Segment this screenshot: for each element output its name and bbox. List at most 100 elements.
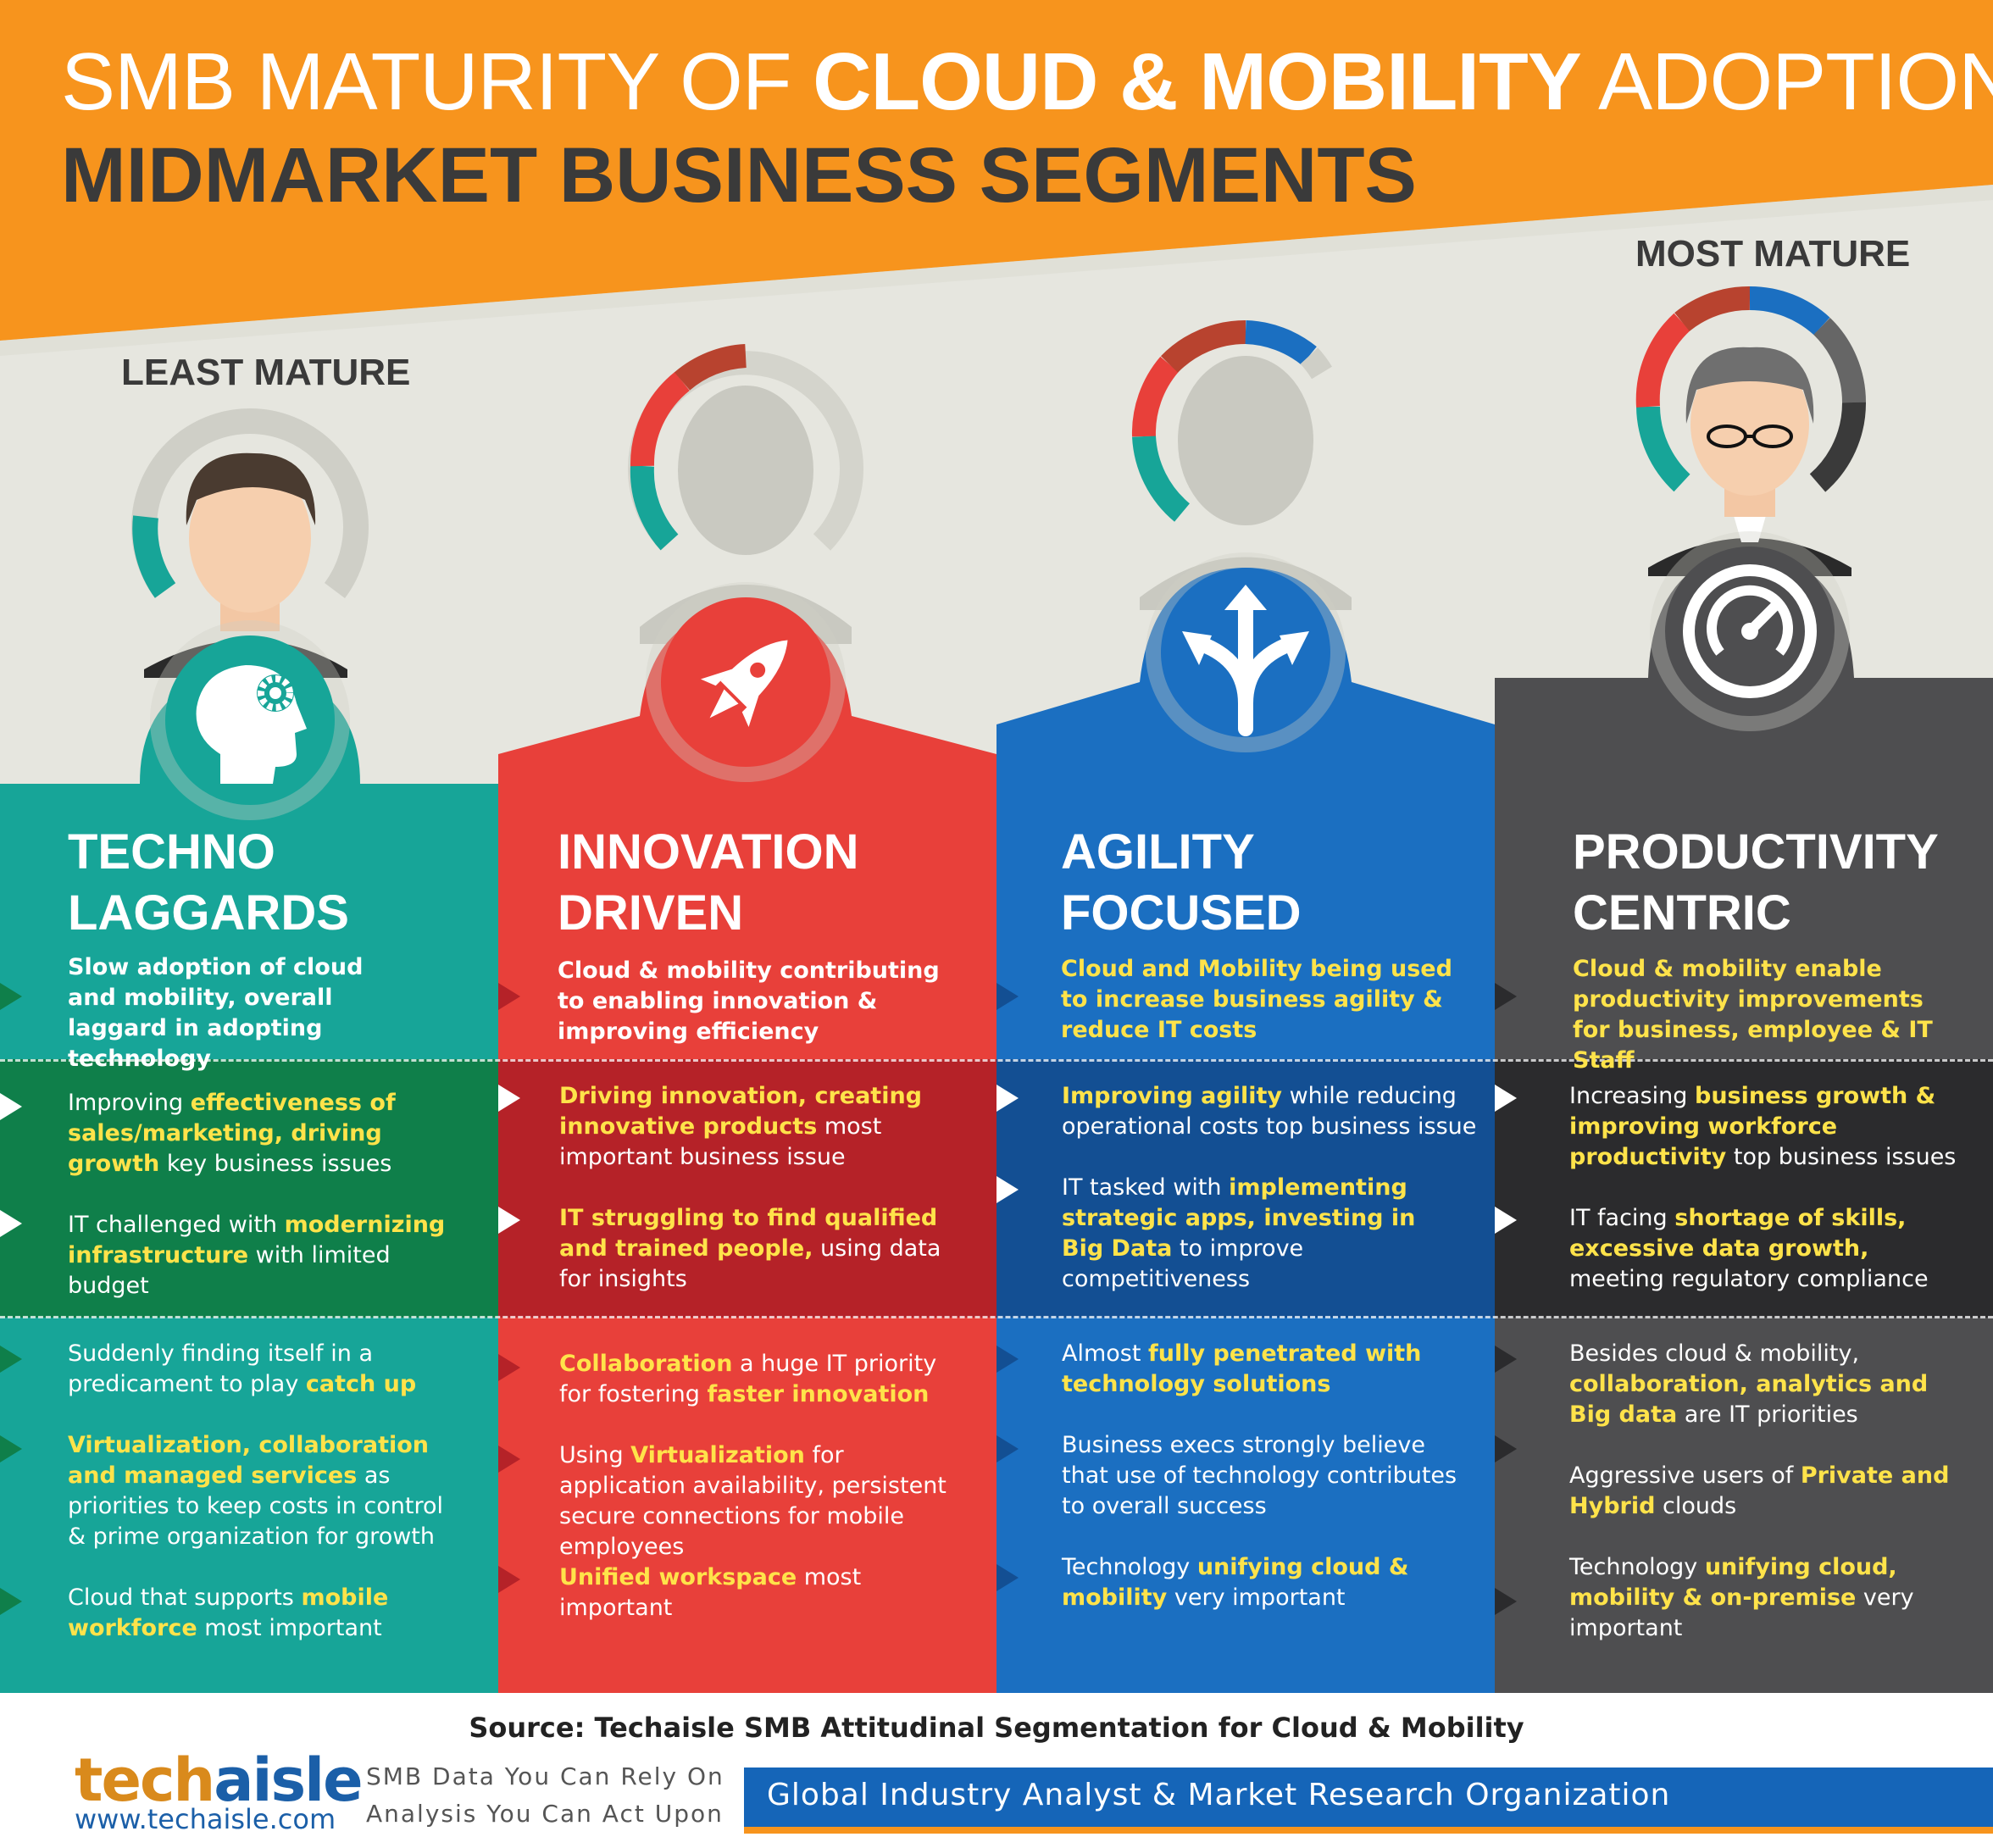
split-arrows-icon [1194, 590, 1297, 736]
text: most important [559, 1564, 862, 1621]
highlight: unifying cloud & mobility [1062, 1554, 1409, 1611]
segment-title-agility-focused: AGILITY FOCUSED [1061, 822, 1302, 944]
highlight: Virtualization [630, 1442, 805, 1468]
segment-title-line1: AGILITY [1061, 824, 1255, 880]
tagline-line1: SMB Data You Can Rely On [366, 1762, 724, 1790]
header-banner [0, 0, 1993, 356]
tagline-line2: Analysis You Can Act Upon [366, 1800, 724, 1828]
highlight: unifying cloud, mobility & on-premise [1569, 1554, 1897, 1611]
text: Increasing [1569, 1083, 1695, 1109]
text: meeting regulatory compliance [1569, 1266, 1929, 1292]
highlight: Improving agility [1062, 1083, 1282, 1109]
bullet-arrow [1495, 983, 1517, 1010]
highlight: Private and Hybrid [1569, 1462, 1950, 1519]
text: IT facing [1569, 1205, 1675, 1231]
text: Technology [1062, 1554, 1197, 1580]
bullet-arrow [996, 983, 1019, 1010]
bullet-arrow [0, 1588, 22, 1615]
text: key business issues [159, 1151, 392, 1177]
segment-description: Cloud & mobility contributing to enablin… [558, 957, 940, 1045]
text: Improving [68, 1090, 191, 1116]
highlight: IT struggling to find qualified and trai… [559, 1205, 938, 1262]
gauge-fill-4-red [1635, 313, 1690, 408]
text: Technology [1569, 1554, 1705, 1580]
bullet-arrow [498, 1207, 520, 1234]
bullet-arrow [498, 1566, 520, 1593]
segment-title-line2: FOCUSED [1061, 885, 1302, 941]
source-citation: Source: Techaisle SMB Attitudinal Segmen… [469, 1712, 1524, 1744]
priority-item: Cloud that supports mobile workforce mos… [68, 1583, 432, 1644]
bullet-arrow [996, 1346, 1019, 1373]
bullet-arrow [0, 1210, 22, 1237]
business-issue: Driving innovation, creating innovative … [559, 1081, 974, 1173]
highlight: effectiveness of sales/marketing, drivin… [68, 1090, 396, 1177]
priority-item: Technology unifying cloud & mobility ver… [1062, 1552, 1452, 1613]
priority-item: Almost fully penetrated with technology … [1062, 1339, 1452, 1400]
highlight: Collaboration [559, 1351, 733, 1377]
title-suffix: ADOPTION [1598, 36, 1993, 127]
priority-item: Technology unifying cloud, mobility & on… [1569, 1552, 1942, 1644]
business-issue: Increasing business growth & improving w… [1569, 1081, 1968, 1173]
highlight: collaboration, analytics and Big data [1569, 1371, 1929, 1428]
gauge-fill-3-blue [1245, 320, 1317, 366]
logo-part-tech: tech [75, 1745, 215, 1815]
persona-techno-laggard [131, 408, 369, 678]
text: for application availability, persistent… [559, 1442, 947, 1560]
bullet-arrow [1495, 1435, 1517, 1462]
business-issue: IT struggling to find qualified and trai… [559, 1203, 958, 1295]
highlight: mobile workforce [68, 1584, 389, 1641]
text: most important business issue [559, 1113, 882, 1170]
segment-title-line1: PRODUCTIVITY [1573, 824, 1939, 880]
gauge-fill-1 [132, 515, 176, 598]
segment-title-productivity-centric: PRODUCTIVITY CENTRIC [1573, 822, 1939, 944]
highlight: shortage of skills, excessive data growt… [1569, 1205, 1907, 1262]
priority-item: Virtualization, collaboration and manage… [68, 1430, 458, 1552]
segment-title-innovation-driven: INNOVATION DRIVEN [558, 822, 859, 944]
most-mature-label: MOST MATURE [1635, 233, 1911, 275]
bullet-arrow [498, 1354, 520, 1381]
bullet-arrow [996, 1564, 1019, 1591]
techaisle-logo[interactable]: techaisle [75, 1745, 364, 1815]
segment-title-techno-laggards: TECHNO LAGGARDS [68, 822, 349, 944]
highlight: Unified workspace [559, 1564, 797, 1590]
text: Almost [1062, 1340, 1149, 1367]
segment-columns [0, 547, 1993, 1693]
least-mature-label: LEAST MATURE [121, 352, 411, 393]
text: Business execs strongly believe that use… [1062, 1432, 1457, 1519]
text: using data for insights [559, 1235, 941, 1292]
text: while reducing operational costs top bus… [1062, 1083, 1477, 1140]
divider-lower [0, 1316, 1993, 1318]
priority-item: Besides cloud & mobility, collaboration,… [1569, 1339, 1942, 1430]
bullet-arrow [498, 1085, 520, 1112]
gauge-fill-4-dark [1809, 402, 1867, 492]
title-prefix: SMB MATURITY OF [61, 36, 791, 127]
bullet-arrow [0, 1435, 22, 1462]
priority-item: Suddenly finding itself in a predicament… [68, 1339, 424, 1400]
business-issue: IT tasked with implementing strategic ap… [1062, 1173, 1452, 1295]
highlight: Virtualization, collaboration and manage… [68, 1432, 430, 1489]
text: very important [1569, 1584, 1914, 1641]
highlight: implementing strategic apps, investing i… [1062, 1174, 1416, 1262]
website-link[interactable]: www.techaisle.com [75, 1803, 336, 1835]
bullet-arrow [498, 1446, 520, 1473]
text: Besides cloud & mobility, [1569, 1340, 1860, 1367]
text: Aggressive users of [1569, 1462, 1801, 1489]
logo-part-aisle: aisle [214, 1745, 363, 1815]
gauge-fill-2-teal [630, 465, 679, 551]
text: clouds [1655, 1493, 1737, 1519]
gauge-fill-2-darkred [674, 344, 747, 391]
text: very important [1167, 1584, 1346, 1611]
bullet-arrow [498, 983, 520, 1010]
text: to improve competitiveness [1062, 1235, 1304, 1292]
head-gear-icon [196, 665, 307, 784]
bullet-arrow [0, 1093, 22, 1120]
divider-upper [0, 1059, 1993, 1062]
bullet-arrow [0, 1346, 22, 1373]
page-subtitle: MIDMARKET BUSINESS SEGMENTS [61, 132, 1417, 219]
global-banner-text: Global Industry Analyst & Market Researc… [767, 1778, 1671, 1812]
bullet-arrow [1495, 1346, 1517, 1373]
segment-title-line2: DRIVEN [558, 885, 744, 941]
text: IT challenged with [68, 1212, 285, 1238]
segment-description: Cloud and Mobility being used to increas… [1061, 956, 1452, 1043]
title-bold: CLOUD & MOBILITY [813, 36, 1582, 127]
